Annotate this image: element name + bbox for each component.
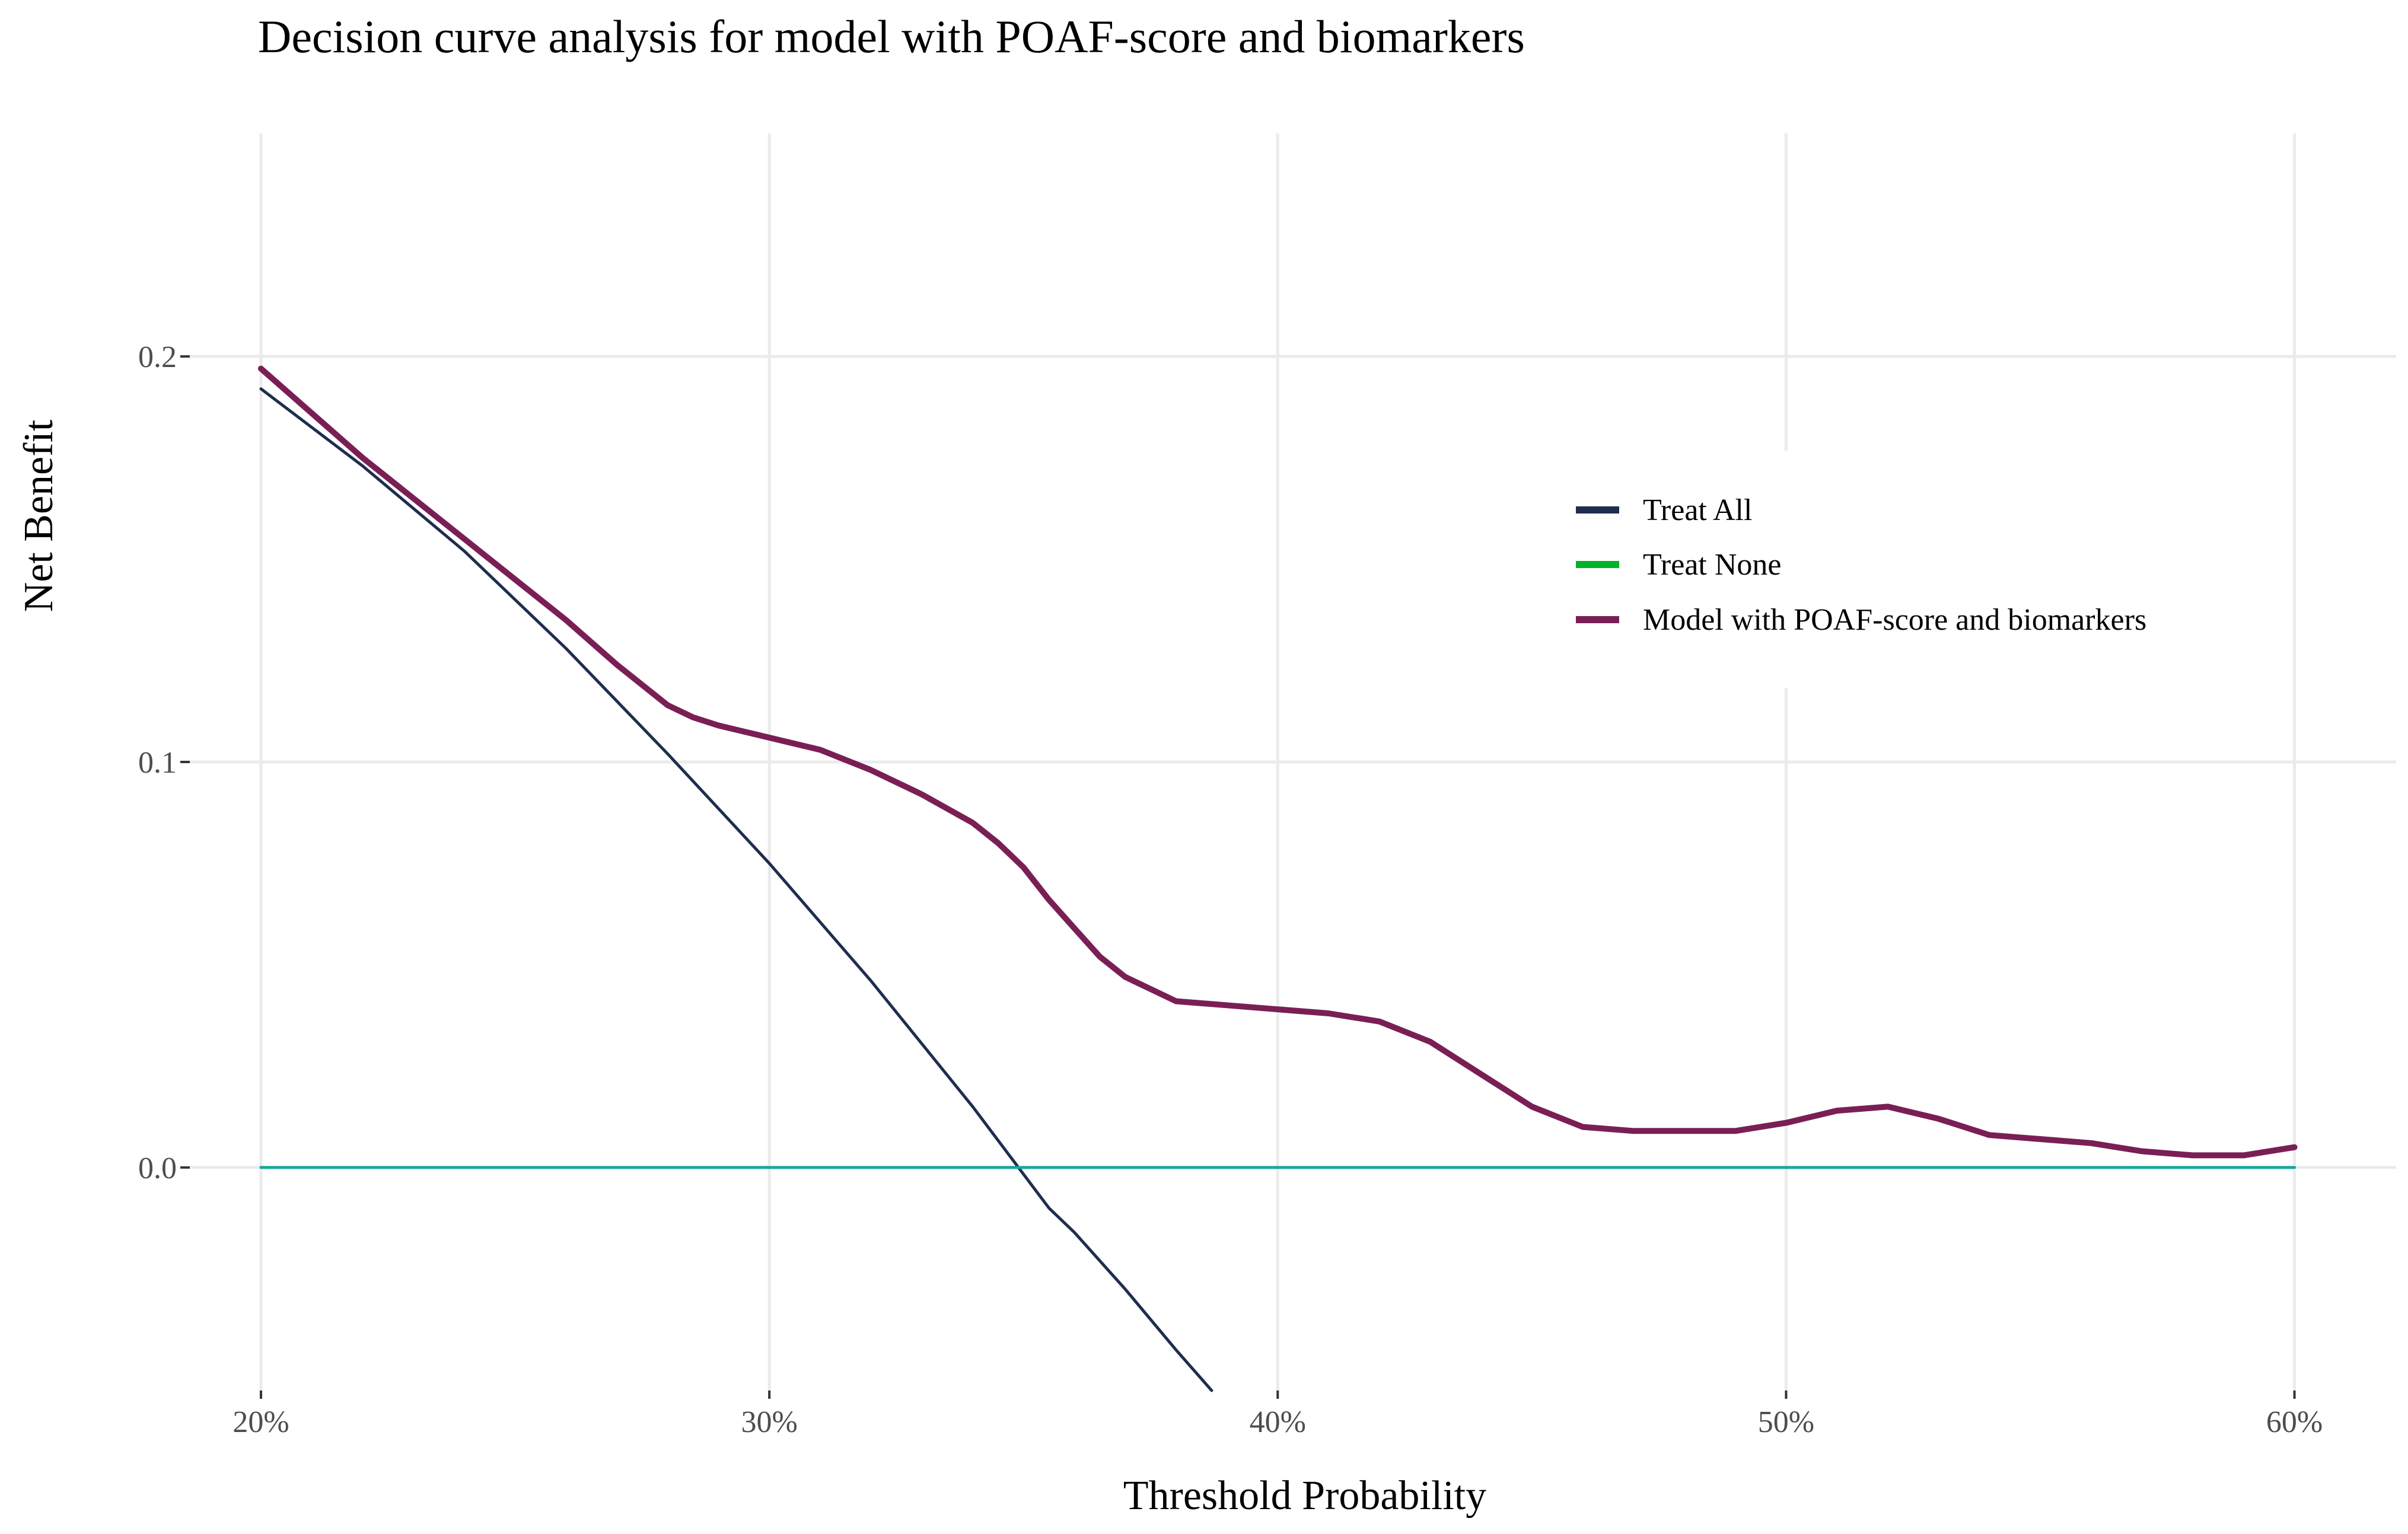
series-layer [258, 365, 2298, 1392]
x-tick-label: 50% [1758, 1405, 1814, 1439]
series-model [258, 365, 2298, 1159]
y-tick-label: 0.1 [138, 746, 177, 780]
y-tick-label: 0.0 [138, 1152, 177, 1185]
series-treat-all [259, 387, 1213, 1392]
chart-title: Decision curve analysis for model with P… [258, 11, 1525, 62]
axis-ticks: 20% 30% 40% 50% 60% 0.0 0.1 0.2 [138, 340, 2323, 1439]
y-tick-label: 0.2 [138, 340, 177, 374]
legend: Treat All Treat None Model with POAF-sco… [1518, 451, 2266, 688]
x-tick-label: 20% [232, 1405, 289, 1439]
x-tick-label: 30% [741, 1405, 797, 1439]
x-tick-label: 60% [2266, 1405, 2323, 1439]
legend-label-model: Model with POAF-score and biomarkers [1643, 603, 2146, 637]
y-axis-title: Net Benefit [16, 419, 62, 612]
legend-label-treat-all: Treat All [1643, 493, 1752, 527]
x-tick-label: 40% [1250, 1405, 1306, 1439]
legend-background [1518, 451, 2266, 688]
legend-label-treat-none: Treat None [1643, 548, 1782, 582]
x-axis-title: Threshold Probability [1123, 1473, 1486, 1519]
